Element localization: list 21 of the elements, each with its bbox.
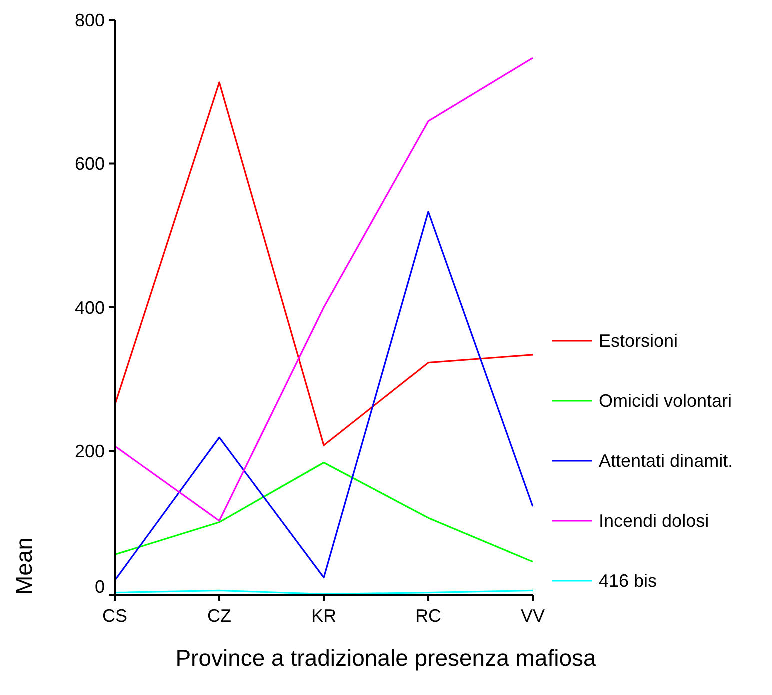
y-tick-label: 600 <box>74 154 105 174</box>
line-series <box>114 462 534 563</box>
y-tick-label: 800 <box>74 10 105 30</box>
y-tick-label: 400 <box>74 298 105 318</box>
x-tick-label: RC <box>416 606 442 626</box>
legend-label: Omicidi volontari <box>599 391 732 411</box>
legend-label: Attentati dinamit. <box>599 451 734 471</box>
line-series <box>114 82 534 446</box>
x-axis-title: Province a tradizionale presenza mafiosa <box>176 645 597 671</box>
line-series <box>114 211 534 582</box>
x-tick-label: CZ <box>208 606 232 626</box>
y-tick-label: 0 <box>94 577 105 598</box>
x-tick-label: KR <box>311 606 337 626</box>
legend-label: Estorsioni <box>599 331 678 351</box>
y-tick-label: 200 <box>74 442 105 462</box>
x-tick-label: CS <box>102 606 128 626</box>
y-axis-title: Mean <box>11 537 37 595</box>
legend-label: 416 bis <box>599 571 658 591</box>
x-tick-label: VV <box>520 606 546 626</box>
legend-label: Incendi dolosi <box>599 511 710 531</box>
line-series <box>114 57 534 522</box>
